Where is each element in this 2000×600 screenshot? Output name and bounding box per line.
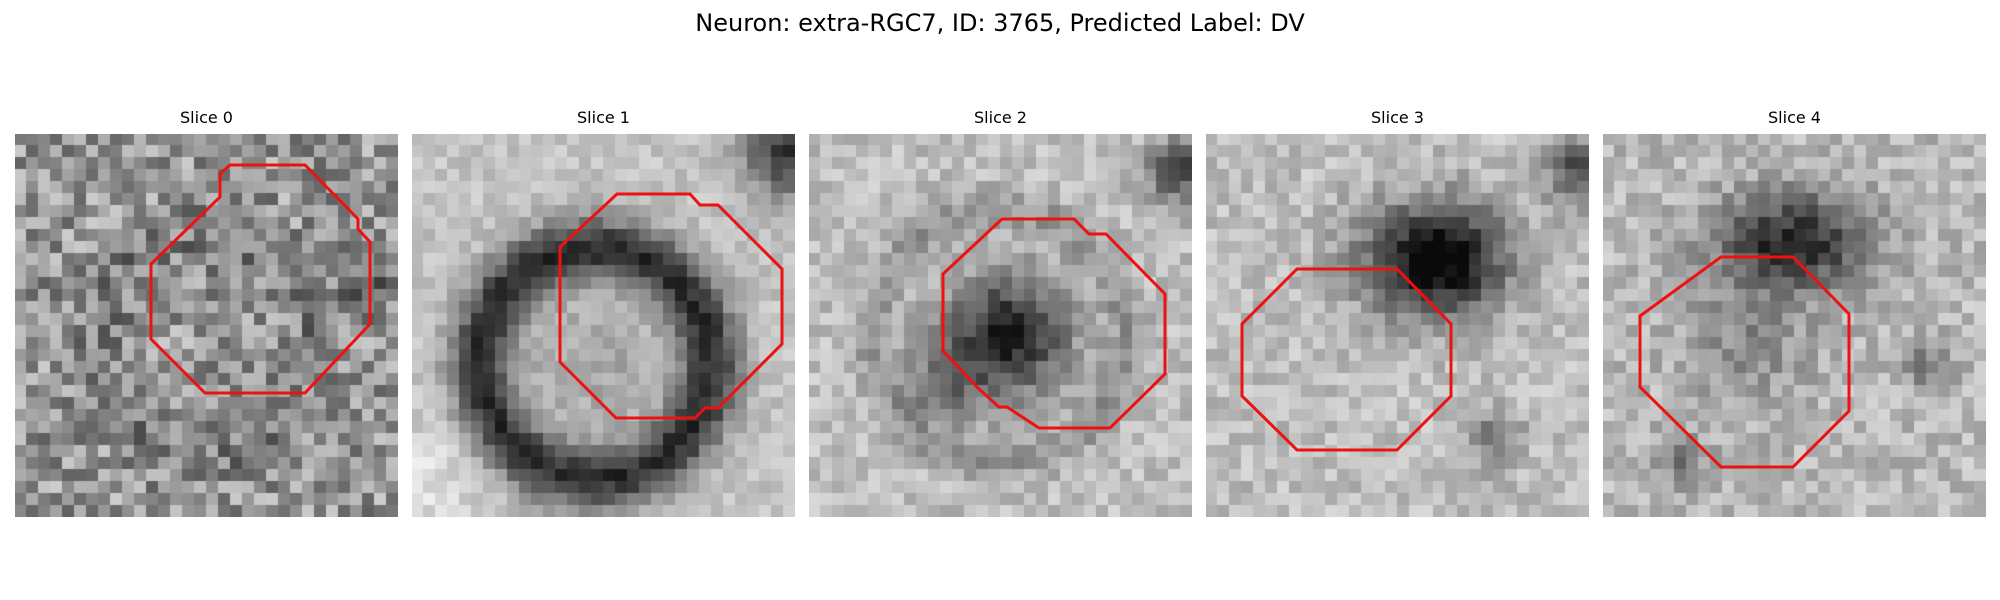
slice-image-1 <box>412 134 795 517</box>
roi-overlay-1 <box>558 192 784 420</box>
slice-image-0 <box>15 134 398 517</box>
roi-overlay-2 <box>941 217 1167 430</box>
slice-image-2 <box>809 134 1192 517</box>
roi-contour-3 <box>1240 267 1453 452</box>
slice-panel-0: Slice 0 <box>15 108 398 517</box>
slice-panel-1: Slice 1 <box>412 108 795 517</box>
roi-contour-0 <box>149 163 372 395</box>
roi-contour-2 <box>941 217 1167 430</box>
slice-title-3: Slice 3 <box>1371 108 1424 127</box>
slice-title-0: Slice 0 <box>180 108 233 127</box>
slice-panel-3: Slice 3 <box>1206 108 1589 517</box>
slice-panel-4: Slice 4 <box>1603 108 1986 517</box>
roi-overlay-4 <box>1638 255 1851 469</box>
slice-title-1: Slice 1 <box>577 108 630 127</box>
roi-overlay-0 <box>149 163 372 395</box>
slice-title-4: Slice 4 <box>1768 108 1821 127</box>
slice-title-2: Slice 2 <box>974 108 1027 127</box>
roi-contour-4 <box>1638 255 1851 469</box>
slice-image-4 <box>1603 134 1986 517</box>
slice-panel-2: Slice 2 <box>809 108 1192 517</box>
roi-overlay-3 <box>1240 267 1453 452</box>
roi-contour-1 <box>558 192 784 420</box>
figure-title: Neuron: extra-RGC7, ID: 3765, Predicted … <box>695 9 1305 37</box>
slice-image-3 <box>1206 134 1589 517</box>
